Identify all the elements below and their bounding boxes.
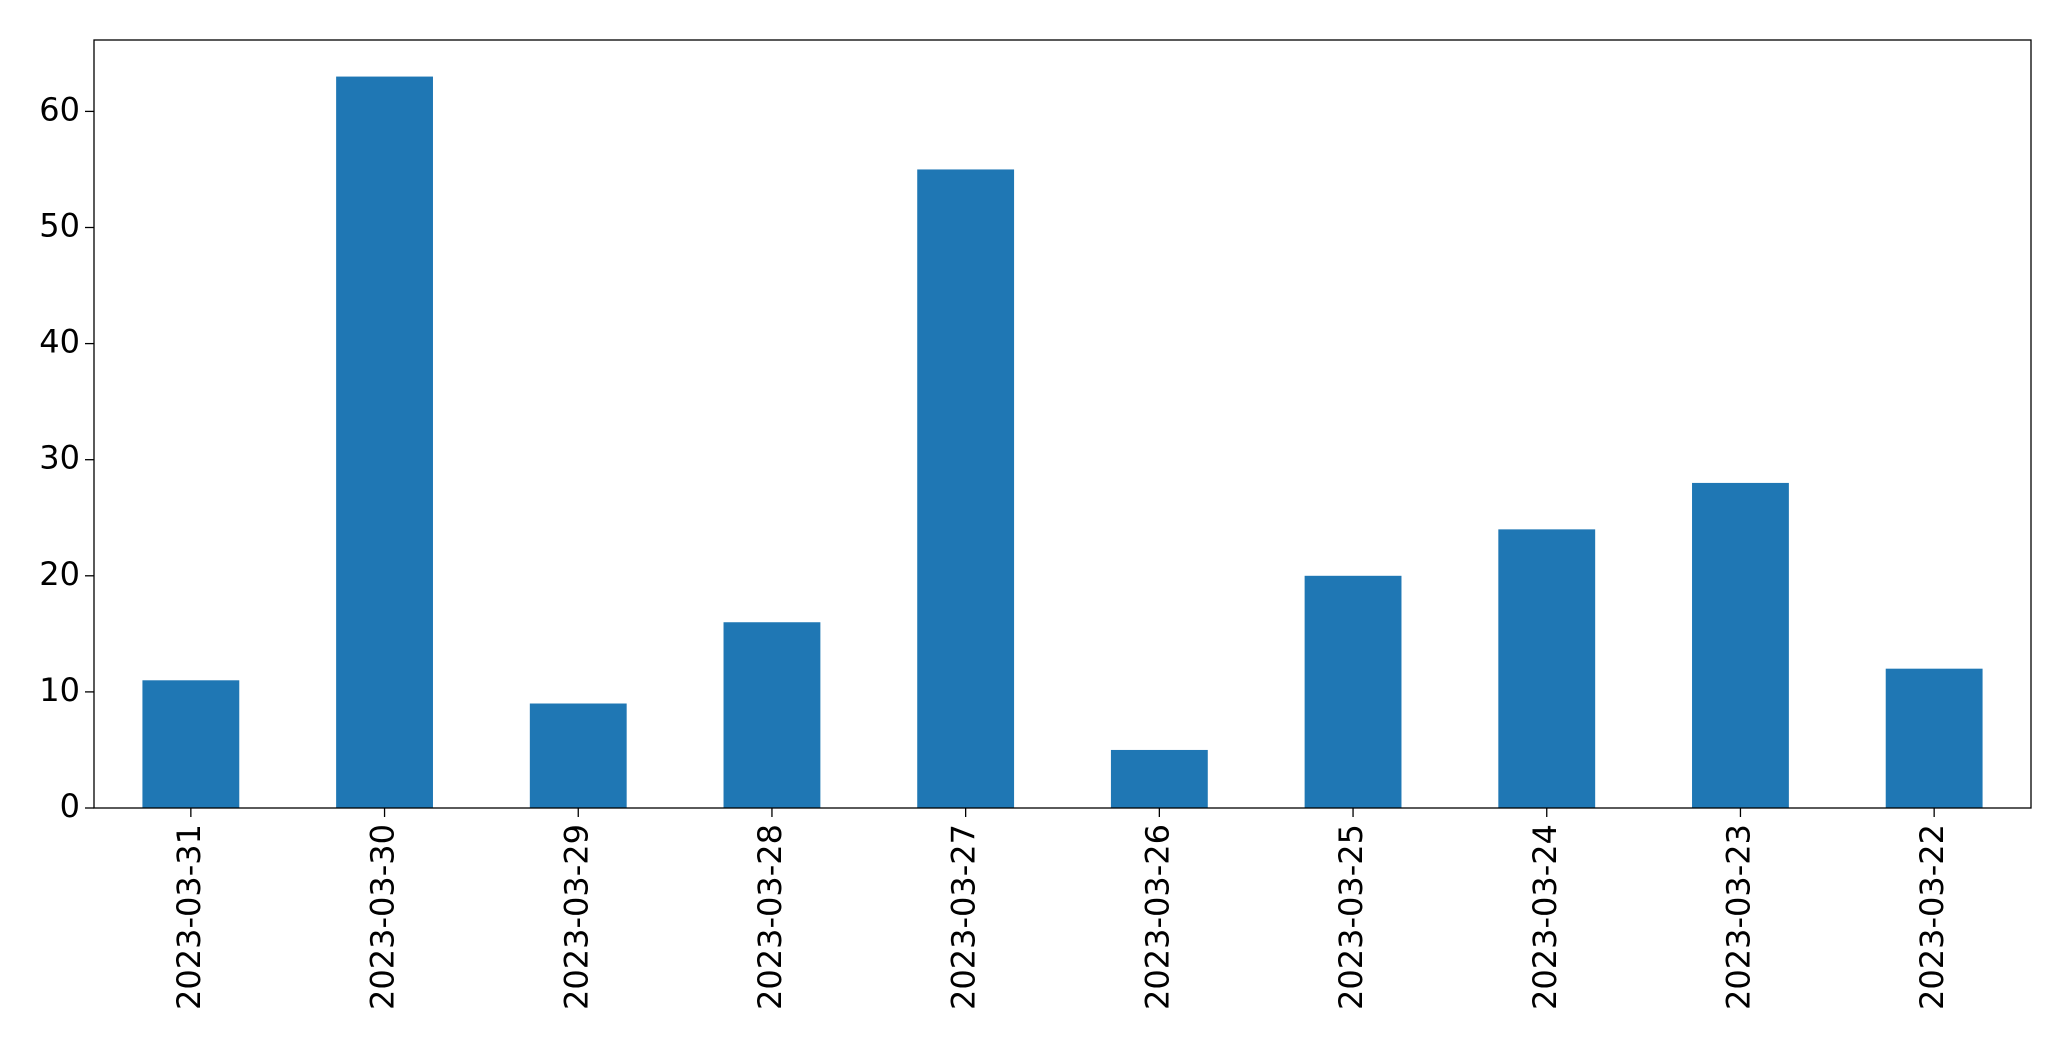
y-tick-label: 30 [39, 439, 80, 477]
bar [1304, 575, 1402, 808]
y-tick-label: 40 [39, 323, 80, 361]
y-tick-label: 10 [39, 671, 80, 709]
x-tick-label: 2023-03-27 [945, 824, 983, 1010]
y-tick-label: 20 [39, 555, 80, 593]
x-tick-label: 2023-03-22 [1913, 824, 1951, 1010]
x-tick-label: 2023-03-28 [751, 824, 789, 1010]
bar [1498, 529, 1596, 808]
x-tick-label: 2023-03-31 [170, 824, 208, 1010]
plot-frame [93, 39, 2032, 809]
bar [917, 169, 1015, 809]
bar [1885, 668, 1983, 808]
bar [142, 680, 240, 808]
bar [336, 76, 433, 809]
x-tick-label: 2023-03-23 [1719, 824, 1757, 1010]
bar [723, 622, 821, 808]
x-tick-label: 2023-03-24 [1526, 824, 1564, 1010]
bar [1692, 482, 1789, 808]
y-tick-label: 60 [39, 90, 80, 128]
x-tick-label: 2023-03-30 [364, 824, 402, 1010]
bar [1110, 749, 1208, 808]
y-tick-label: 50 [39, 207, 80, 245]
x-tick-label: 2023-03-29 [557, 824, 595, 1010]
y-tick-label: 0 [60, 787, 80, 825]
bar [529, 703, 627, 808]
x-tick-label: 2023-03-26 [1138, 824, 1176, 1010]
x-tick-label: 2023-03-25 [1332, 824, 1370, 1010]
